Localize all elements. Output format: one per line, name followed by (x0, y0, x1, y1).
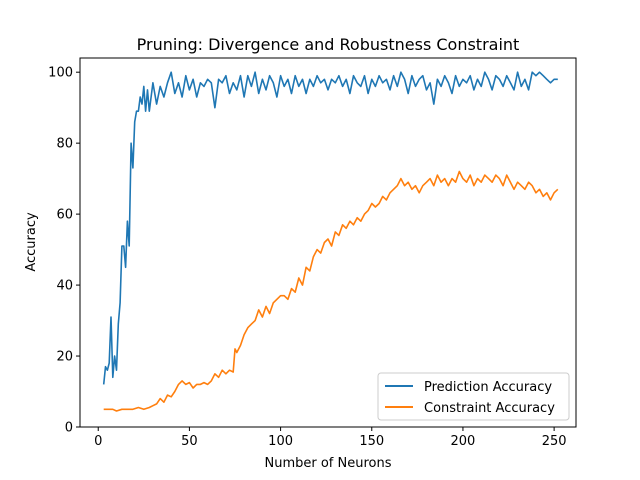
y-tick-label: 60 (56, 208, 73, 223)
x-tick-label: 50 (181, 434, 198, 449)
chart-title: Pruning: Divergence and Robustness Const… (137, 35, 520, 54)
x-tick-label: 250 (542, 434, 567, 449)
y-tick-label: 0 (65, 421, 73, 436)
legend-box (377, 372, 570, 421)
x-tick-label: 0 (94, 434, 102, 449)
series-line-constraint-accuracy (103, 170, 559, 412)
x-tick-label: 100 (268, 434, 293, 449)
legend-label-prediction: Prediction Accuracy (424, 380, 552, 395)
series-layer (102, 71, 559, 412)
legend: Prediction Accuracy Constraint Accuracy (377, 372, 570, 421)
series-line-prediction-accuracy (102, 71, 558, 385)
x-axis-title: Number of Neurons (264, 456, 391, 471)
y-tick-label: 80 (56, 137, 73, 152)
y-tick-label: 20 (56, 350, 73, 365)
y-tick-label: 100 (48, 66, 73, 81)
y-axis-title: Accuracy (24, 212, 39, 272)
y-axis: 0 20 40 60 80 100 (48, 66, 80, 436)
x-axis: 0 50 100 150 200 250 (94, 427, 567, 449)
x-tick-label: 200 (451, 434, 476, 449)
legend-label-constraint: Constraint Accuracy (424, 401, 555, 416)
y-tick-label: 40 (56, 279, 73, 294)
plot-area-background (80, 58, 576, 427)
x-tick-label: 150 (359, 434, 384, 449)
plot-frame (79, 57, 577, 428)
